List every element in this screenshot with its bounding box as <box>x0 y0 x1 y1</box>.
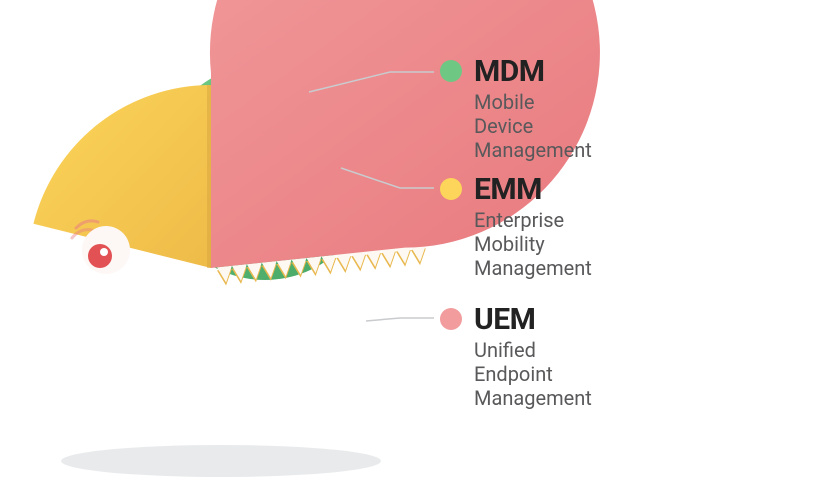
legend-subtitle-mdm: Mobile Device Management <box>474 90 592 162</box>
infographic-canvas: MDM Mobile Device Management EMM Enterpr… <box>0 0 826 502</box>
legend-subtitle-uem: Unified Endpoint Management <box>474 338 592 410</box>
legend-dot-mdm <box>440 60 462 82</box>
legend-subtitle-emm: Enterprise Mobility Management <box>474 208 592 280</box>
legend-title-emm: EMM <box>474 172 542 207</box>
legend-title-uem: UEM <box>474 302 535 337</box>
legend-dot-emm <box>440 178 462 200</box>
legend-title-mdm: MDM <box>474 54 545 89</box>
legend-dot-uem <box>440 308 462 330</box>
pacman-chart <box>0 0 826 502</box>
